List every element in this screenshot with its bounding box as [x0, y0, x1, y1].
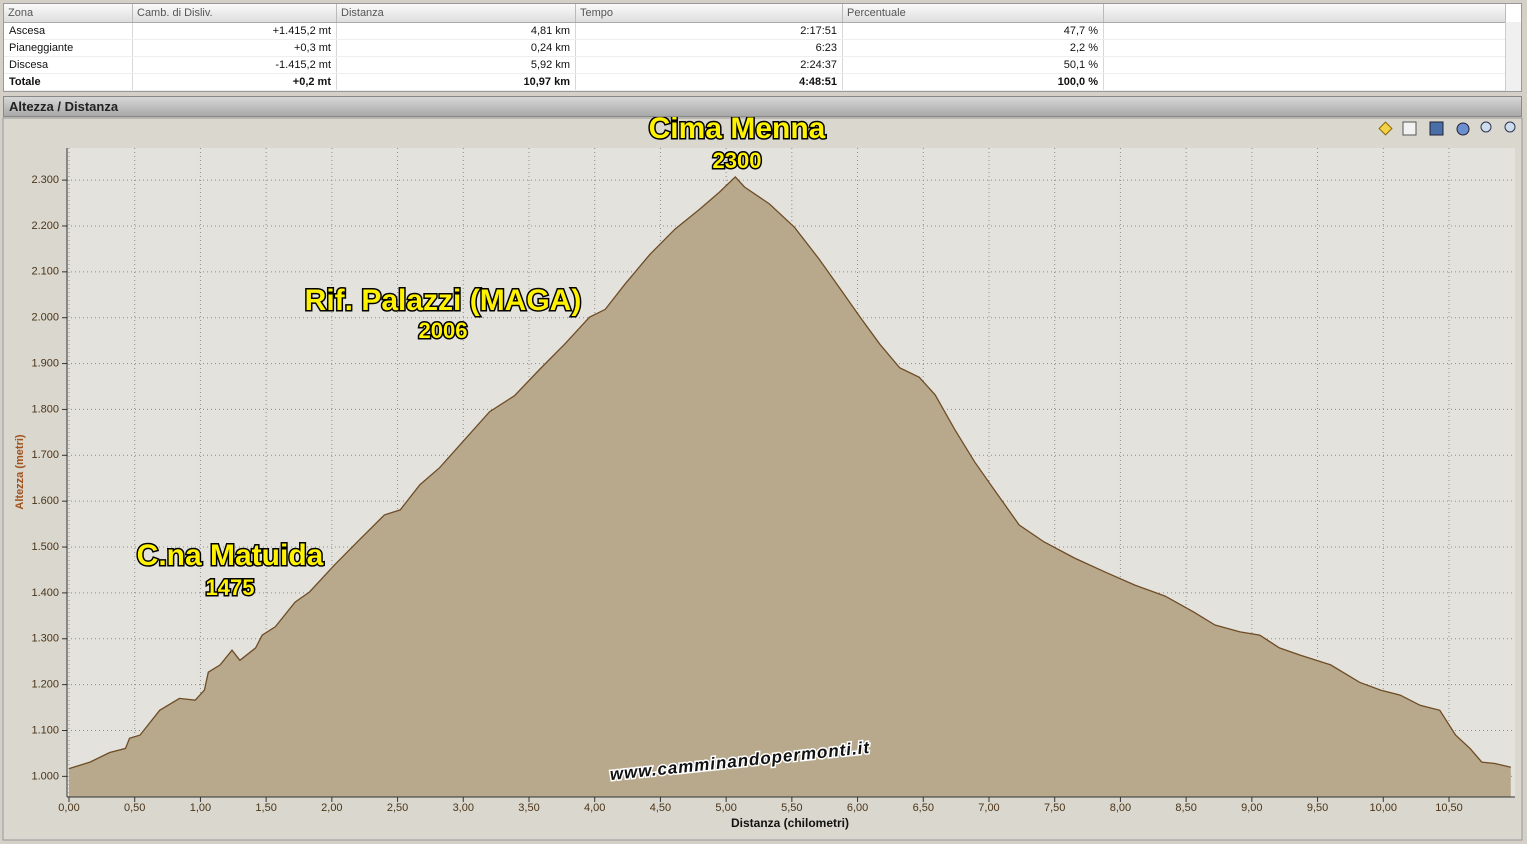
column-header: Percentuale — [842, 4, 1104, 23]
y-tick-label: 1.500 — [31, 541, 59, 553]
x-tick-label: 8,00 — [1110, 802, 1131, 814]
table-cell: 2:17:51 — [575, 22, 843, 40]
x-tick-label: 7,00 — [978, 802, 999, 814]
table-cell: 6:23 — [575, 39, 843, 57]
table-cell: -1.415,2 mt — [132, 56, 337, 74]
y-tick-label: 1.000 — [31, 770, 59, 782]
x-tick-label: 0,00 — [58, 802, 79, 814]
x-tick-label: 9,50 — [1307, 802, 1328, 814]
x-tick-label: 3,00 — [453, 802, 474, 814]
table-cell-empty — [1103, 39, 1506, 57]
tool-icon[interactable] — [1480, 121, 1492, 133]
x-tick-label: 6,50 — [913, 802, 934, 814]
summary-table: Zona Camb. di Disliv. Distanza Tempo Percent… — [3, 3, 1522, 92]
panel-title: Altezza / Distanza — [9, 99, 119, 114]
table-cell-empty — [1103, 73, 1506, 91]
table-cell: 2:24:37 — [575, 56, 843, 74]
x-tick-label: 8,50 — [1175, 802, 1196, 814]
x-tick-label: 4,00 — [584, 802, 605, 814]
y-tick-label: 2.300 — [31, 174, 59, 186]
y-tick-label: 1.300 — [31, 633, 59, 645]
y-tick-label: 1.700 — [31, 449, 59, 461]
table-cell: 47,7 % — [842, 22, 1104, 40]
tool-icon[interactable] — [1429, 121, 1444, 136]
table-cell: 0,24 km — [336, 39, 576, 57]
column-header: Zona — [4, 4, 133, 23]
x-tick-label: 5,50 — [781, 802, 802, 814]
tool-icon[interactable] — [1402, 121, 1417, 136]
y-tick-label: 2.100 — [31, 266, 59, 278]
table-cell: Discesa — [4, 56, 133, 74]
toolbar — [1378, 121, 1516, 136]
tool-icon[interactable] — [1504, 121, 1516, 133]
x-tick-label: 10,50 — [1435, 802, 1463, 814]
x-tick-label: 7,50 — [1044, 802, 1065, 814]
column-header: Tempo — [575, 4, 843, 23]
table-cell: +0,3 mt — [132, 39, 337, 57]
column-header: Distanza — [336, 4, 576, 23]
panel-header: Altezza / Distanza — [3, 96, 1522, 117]
x-tick-label: 1,50 — [255, 802, 276, 814]
elevation-line — [68, 175, 1511, 770]
y-tick-label: 1.900 — [31, 357, 59, 369]
scrollbar[interactable] — [1505, 22, 1521, 91]
y-tick-label: 2.000 — [31, 312, 59, 324]
y-tick-label: 1.800 — [31, 403, 59, 415]
table-row: Ascesa +1.415,2 mt 4,81 km 2:17:51 47,7 % — [4, 22, 1506, 40]
table-cell: 5,92 km — [336, 56, 576, 74]
table: Zona Camb. di Disliv. Distanza Tempo Percent… — [4, 4, 1506, 91]
y-tick-label: 1.600 — [31, 495, 59, 507]
annotation-elevation: 2300 — [713, 148, 762, 173]
x-tick-label: 0,50 — [124, 802, 145, 814]
x-tick-label: 9,00 — [1241, 802, 1262, 814]
x-tick-label: 5,00 — [715, 802, 736, 814]
x-tick-label: 2,50 — [387, 802, 408, 814]
y-tick-label: 1.100 — [31, 724, 59, 736]
y-tick-label: 1.200 — [31, 679, 59, 691]
table-row: Discesa -1.415,2 mt 5,92 km 2:24:37 50,1 % — [4, 56, 1506, 74]
table-cell: +0,2 mt — [132, 73, 337, 91]
x-tick-label: 2,00 — [321, 802, 342, 814]
table-cell: +1.415,2 mt — [132, 22, 337, 40]
table-cell-empty — [1103, 56, 1506, 74]
table-cell: 4,81 km — [336, 22, 576, 40]
tool-icon[interactable] — [1378, 121, 1393, 136]
table-row: Pianeggiante +0,3 mt 0,24 km 6:23 2,2 % — [4, 39, 1506, 57]
x-tick-label: 3,50 — [518, 802, 539, 814]
annotation-label: Rif. Palazzi (MAGA) — [305, 284, 582, 317]
elevation-area — [69, 176, 1511, 797]
table-cell-empty — [1103, 22, 1506, 40]
annotation-label: C.na Matuida — [137, 539, 324, 572]
header-row: Zona Camb. di Disliv. Distanza Tempo Percent… — [4, 4, 1506, 23]
annotation-elevation: 2006 — [419, 318, 468, 343]
table-row: Totale +0,2 mt 10,97 km 4:48:51 100,0 % — [4, 73, 1506, 91]
annotation-elevation: 1475 — [206, 575, 255, 600]
x-tick-label: 10,00 — [1370, 802, 1398, 814]
x-tick-label: 1,00 — [190, 802, 211, 814]
table-cell: Totale — [4, 73, 133, 91]
tool-icon[interactable] — [1456, 122, 1470, 136]
table-cell: Ascesa — [4, 22, 133, 40]
table-cell: 4:48:51 — [575, 73, 843, 91]
table-cell: 10,97 km — [336, 73, 576, 91]
column-header: Camb. di Disliv. — [132, 4, 337, 23]
y-tick-label: 1.400 — [31, 587, 59, 599]
table-cell: 50,1 % — [842, 56, 1104, 74]
x-axis-label: Distanza (chilometri) — [731, 816, 849, 830]
table-cell: Pianeggiante — [4, 39, 133, 57]
x-tick-label: 4,50 — [650, 802, 671, 814]
y-tick-label: 2.200 — [31, 220, 59, 232]
table-cell: 100,0 % — [842, 73, 1104, 91]
x-tick-label: 6,00 — [847, 802, 868, 814]
column-header-empty — [1103, 4, 1506, 23]
table-cell: 2,2 % — [842, 39, 1104, 57]
y-axis-label: Altezza (metri) — [14, 434, 26, 510]
